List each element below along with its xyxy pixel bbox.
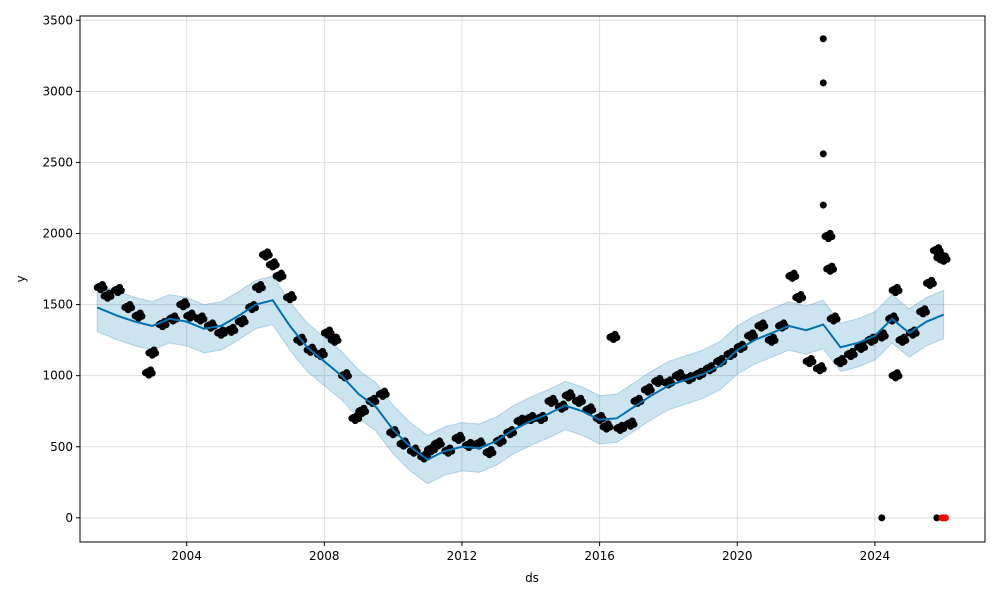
observed-point	[279, 272, 287, 280]
observed-point	[943, 255, 951, 263]
observed-point	[799, 294, 807, 302]
observed-point	[606, 423, 614, 431]
observed-point	[830, 265, 838, 273]
observed-point	[128, 304, 136, 312]
observed-point	[840, 358, 848, 366]
y-axis: 0 500 1000 1500 2000 2500 3000 3500	[42, 13, 80, 525]
observed-point	[265, 251, 273, 259]
y-tick-label: 2500	[42, 155, 73, 169]
x-tick-label: 2016	[584, 549, 615, 563]
observed-point	[437, 440, 445, 448]
observed-point	[819, 79, 827, 87]
observed-point	[289, 294, 297, 302]
observed-point	[819, 201, 827, 209]
observed-point	[568, 392, 576, 400]
observed-point	[833, 315, 841, 323]
grid	[80, 16, 985, 542]
x-axis-label: ds	[525, 571, 539, 585]
plot-frame	[79, 15, 986, 543]
observed-point	[162, 321, 170, 329]
observed-point	[902, 336, 910, 344]
observed-point	[117, 287, 125, 295]
observed-point	[138, 312, 146, 320]
observed-point	[792, 272, 800, 280]
observed-point	[861, 344, 869, 352]
forecast-line	[96, 299, 945, 461]
observed-point	[372, 398, 380, 406]
x-tick-label: 2008	[309, 549, 340, 563]
observed-point	[152, 349, 160, 357]
observed-point	[241, 318, 249, 326]
observed-point	[589, 406, 597, 414]
y-tick-label: 3000	[42, 84, 73, 98]
y-axis-label: y	[14, 275, 28, 282]
observed-point	[107, 292, 115, 300]
x-tick-label: 2012	[447, 549, 478, 563]
observed-point	[258, 284, 266, 292]
y-tick-label: 0	[65, 511, 73, 525]
highlight-points	[938, 514, 949, 522]
y-tick-label: 3500	[42, 13, 73, 27]
x-tick-label: 2024	[860, 549, 891, 563]
observed-point	[850, 351, 858, 359]
x-tick-label: 2020	[722, 549, 753, 563]
observed-point	[458, 435, 466, 443]
observed-point	[327, 329, 335, 337]
observed-point	[929, 280, 937, 288]
observed-point	[819, 35, 827, 43]
y-tick-label: 500	[50, 440, 73, 454]
y-tick-label: 2000	[42, 227, 73, 241]
observed-point	[551, 398, 559, 406]
x-axis: 2004 2008 2012 2016 2020 2024	[171, 542, 890, 563]
observed-point	[272, 261, 280, 269]
observed-point	[630, 420, 638, 428]
uncertainty-band	[96, 275, 945, 485]
observed-point	[489, 449, 497, 457]
observed-point	[895, 372, 903, 380]
observed-point	[231, 326, 239, 334]
observed-point	[362, 407, 370, 415]
observed-point	[499, 437, 507, 445]
observed-point	[912, 329, 920, 337]
forecast-yhat-line	[96, 299, 945, 461]
observed-point	[613, 334, 621, 342]
observed-point	[578, 398, 586, 406]
observed-point	[923, 308, 931, 316]
observed-point	[382, 390, 390, 398]
x-tick-label: 2004	[171, 549, 202, 563]
observed-point	[809, 358, 817, 366]
observed-point	[344, 372, 352, 380]
observed-point	[819, 365, 827, 373]
y-tick-label: 1000	[42, 369, 73, 383]
observed-point	[355, 415, 363, 423]
observed-point	[148, 369, 156, 377]
observed-point	[750, 332, 758, 340]
observed-point	[895, 287, 903, 295]
observed-point	[878, 514, 886, 522]
observed-point	[200, 315, 208, 323]
observed-point	[334, 336, 342, 344]
observed-point	[933, 514, 941, 522]
observed-point	[771, 336, 779, 344]
observed-point	[881, 332, 889, 340]
observed-point	[819, 150, 827, 158]
observed-point	[100, 284, 108, 292]
observed-point	[761, 322, 769, 330]
observed-point	[183, 301, 191, 309]
y-tick-label: 1500	[42, 298, 73, 312]
observed-point	[647, 386, 655, 394]
uncertainty-band-area	[96, 275, 945, 485]
highlight-point	[941, 514, 949, 522]
observed-point	[828, 233, 836, 241]
observed-point	[320, 351, 328, 359]
